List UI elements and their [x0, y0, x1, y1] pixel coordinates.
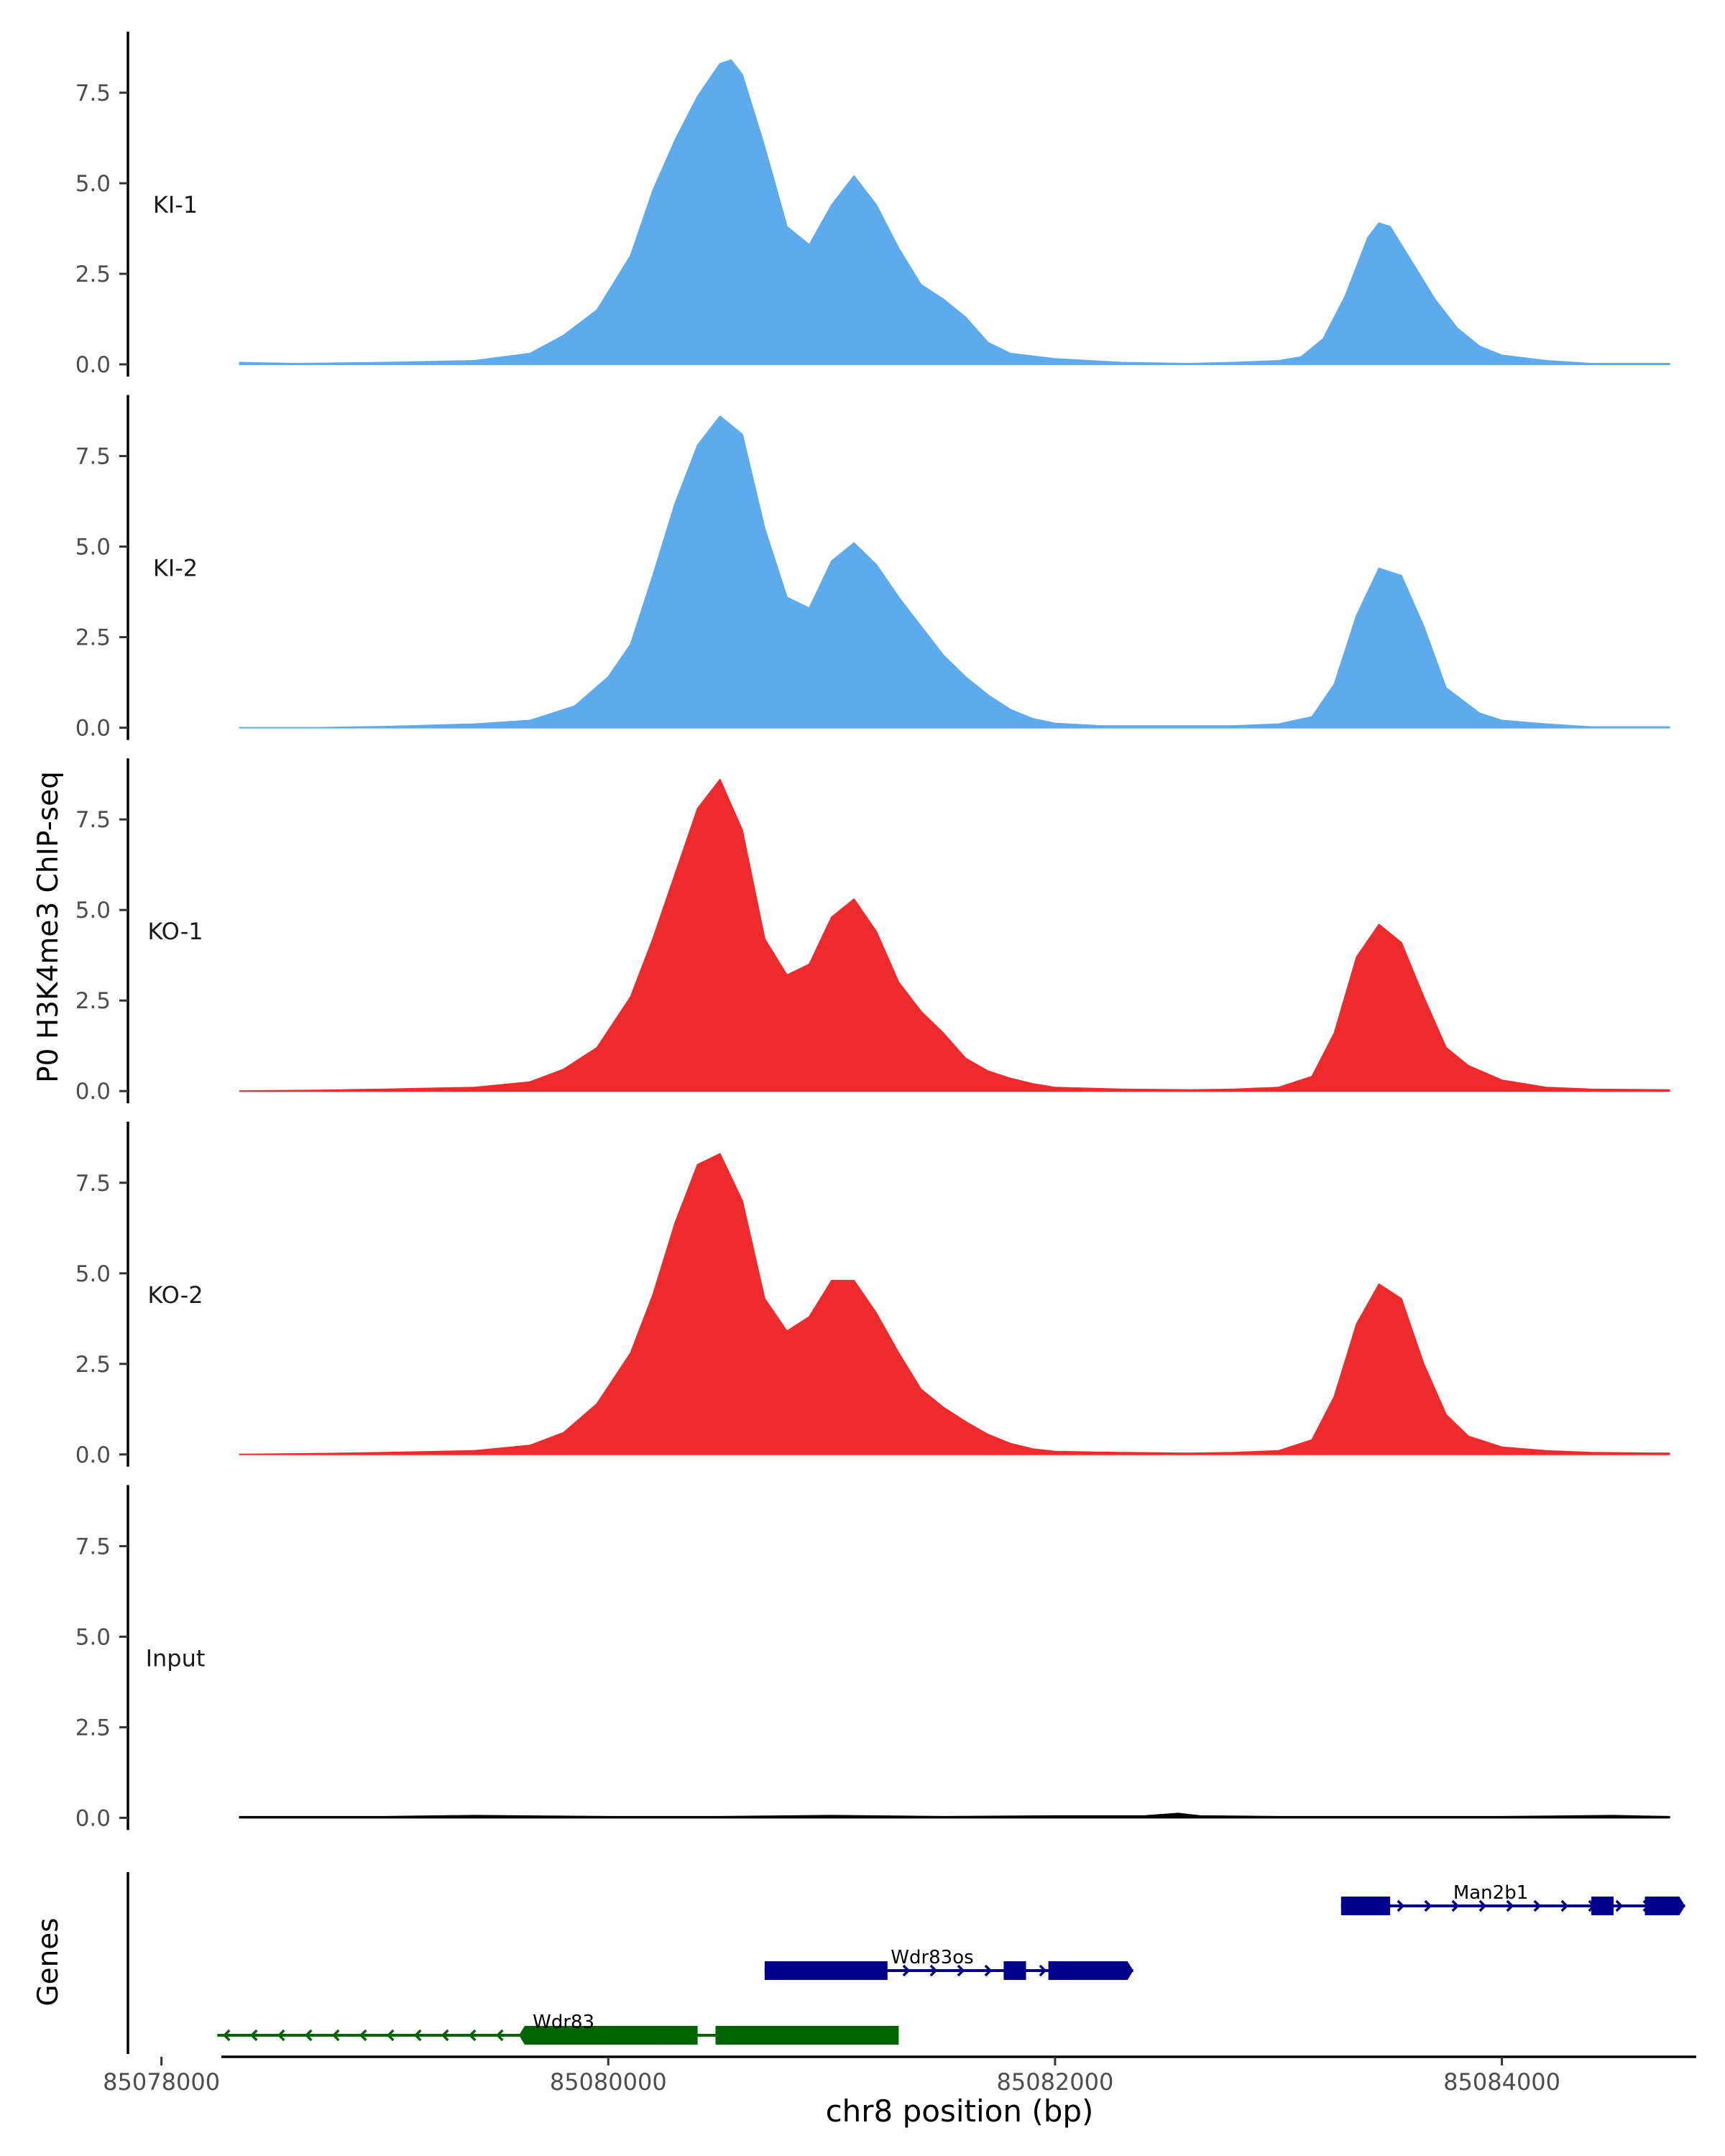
y-tick-label: 5.0 — [75, 898, 111, 923]
gene-label: Wdr83os — [891, 1947, 973, 1968]
strand-arrow — [413, 2029, 422, 2042]
exon — [518, 2026, 664, 2045]
strand-arrow — [495, 2029, 504, 2042]
y-tick-label: 7.5 — [75, 80, 111, 106]
x-axis-title: chr8 position (bp) — [826, 2093, 1094, 2129]
coverage-tracks: 0.0 2.5 5.0 7.5 KI-1 0.0 2.5 5.0 7.5 KI-2 0.0 2.5 5.… — [75, 32, 1670, 1831]
y-tick-label: 0.0 — [75, 1079, 111, 1105]
track-ki-1: 0.0 2.5 5.0 7.5 KI-1 — [75, 32, 1670, 378]
strand-arrow — [1451, 1899, 1460, 1912]
track-input: 0.0 2.5 5.0 7.5 Input — [75, 1485, 1670, 1831]
y-tick-label: 2.5 — [75, 1352, 111, 1378]
coverage-area — [239, 1812, 1670, 1819]
exon — [715, 2026, 899, 2045]
strand-arrow — [331, 2029, 340, 2042]
strand-arrow — [1397, 1899, 1405, 1912]
y-tick-label: 0.0 — [75, 716, 111, 742]
x-axis: 85078000 85080000 85082000 85084000 — [103, 2055, 1696, 2096]
y-tick-label: 5.0 — [75, 535, 111, 561]
y-tick-label: 0.0 — [75, 352, 111, 378]
y-tick-label: 2.5 — [75, 625, 111, 651]
exon — [1591, 1897, 1614, 1915]
strand-arrow — [1039, 1964, 1047, 1977]
strand-arrow — [902, 1964, 911, 1977]
coverage-area — [239, 415, 1670, 729]
strand-arrow — [386, 2029, 395, 2042]
track-ko-2: 0.0 2.5 5.0 7.5 KO-2 — [75, 1121, 1670, 1468]
strand-arrow — [957, 1964, 965, 1977]
strand-arrow — [222, 2029, 231, 2042]
exon — [1340, 1897, 1391, 1915]
y-tick-label: 0.0 — [75, 1805, 111, 1831]
strand-arrow — [441, 2029, 449, 2042]
track-label: KI-1 — [153, 191, 198, 218]
gene-wdr83os: Wdr83os — [764, 1947, 1133, 1980]
coverage-area — [239, 1153, 1670, 1455]
gene-label: Man2b1 — [1453, 1882, 1528, 1904]
track-label: KI-2 — [153, 555, 198, 582]
strand-arrow — [984, 1964, 993, 1977]
strand-arrow — [468, 2029, 477, 2042]
strand-arrow — [1615, 1899, 1624, 1912]
y-tick-label: 7.5 — [75, 1534, 111, 1560]
y-tick-label: 2.5 — [75, 988, 111, 1014]
x-tick-label: 85084000 — [1443, 2068, 1560, 2096]
track-label: KO-1 — [147, 918, 203, 945]
track-label: KO-2 — [147, 1281, 203, 1309]
exon — [1048, 1961, 1133, 1980]
strand-arrow — [304, 2029, 313, 2042]
strand-arrow — [1533, 1899, 1542, 1912]
strand-arrow — [249, 2029, 258, 2042]
x-tick-label: 85082000 — [996, 2068, 1113, 2096]
exon — [1644, 1897, 1685, 1915]
y-tick-label: 7.5 — [75, 807, 111, 833]
strand-arrow — [1478, 1899, 1487, 1912]
track-ko-1: 0.0 2.5 5.0 7.5 KO-1 — [75, 758, 1670, 1105]
track-ki-2: 0.0 2.5 5.0 7.5 KI-2 — [75, 395, 1670, 742]
strand-arrow — [277, 2029, 285, 2042]
strand-arrow — [1506, 1899, 1514, 1912]
gene-man2b1: Man2b1 — [1340, 1882, 1685, 1915]
track-label: Input — [146, 1644, 206, 1672]
y-tick-label: 5.0 — [75, 1624, 111, 1650]
strand-arrow — [1424, 1899, 1432, 1912]
y-tick-label: 5.0 — [75, 171, 111, 197]
strand-arrow — [929, 1964, 938, 1977]
y-tick-label: 2.5 — [75, 262, 111, 287]
gene-wdr83: Wdr83 — [217, 2012, 899, 2045]
exon — [1003, 1961, 1026, 1980]
coverage-area — [239, 778, 1670, 1092]
gene-label: Wdr83 — [533, 2012, 594, 2033]
y-tick-label: 7.5 — [75, 444, 111, 470]
y-tick-label: 0.0 — [75, 1442, 111, 1468]
exon — [764, 1961, 888, 1980]
y-axis-title: P0 H3K4me3 ChIP-seq — [32, 771, 65, 1083]
y-tick-label: 7.5 — [75, 1171, 111, 1197]
y-tick-label: 2.5 — [75, 1715, 111, 1741]
gene-annotation-panel: Man2b1 Wdr83os Wdr83 — [126, 1872, 1685, 2054]
coverage-area — [239, 59, 1670, 365]
strand-arrow — [359, 2029, 367, 2042]
x-tick-label: 85078000 — [103, 2068, 220, 2096]
exon — [663, 2026, 698, 2045]
strand-arrow — [1560, 1899, 1569, 1912]
x-tick-label: 85080000 — [550, 2068, 667, 2096]
y-tick-label: 5.0 — [75, 1261, 111, 1287]
genes-panel-title: Genes — [32, 1917, 65, 2006]
